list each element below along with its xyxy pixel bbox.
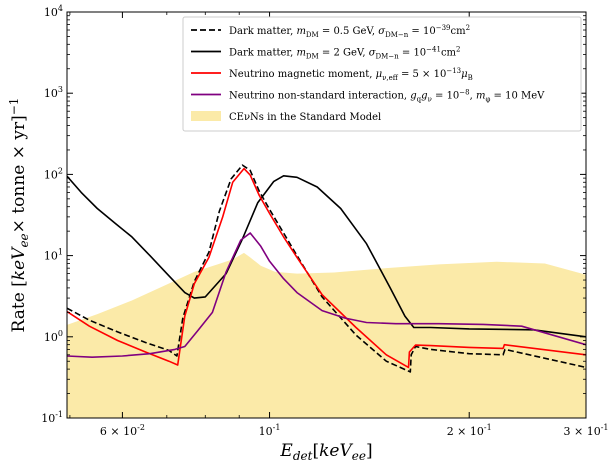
y-axis-label: Rate [keVee× tonne × yr]−1 (7, 98, 31, 333)
series-line-0 (67, 164, 586, 373)
legend: Dark matter, mDM = 0.5 GeV, σDM−n = 10−3… (182, 16, 582, 132)
legend-label: Dark matter, mDM = 2 GeV, σDM−n = 10−41c… (229, 46, 461, 61)
x-axis-label: Edet[keVee] (279, 441, 372, 463)
plot-area (67, 164, 586, 418)
series-line-1 (67, 175, 586, 338)
x-tick-label: 6 × 10-2 (100, 423, 145, 438)
axes: 10-1 100 101 102 103 104 6 × 10-2 10-1 2 × 10-1 3… (41, 4, 608, 438)
legend-label: Dark matter, mDM = 0.5 GeV, σDM−n = 10−3… (229, 24, 470, 39)
y-tick-label: 100 (44, 329, 63, 344)
y-tick-label: 101 (44, 248, 63, 263)
series-line-3 (67, 232, 586, 358)
legend-box (182, 16, 582, 132)
series-cevns-band (67, 252, 586, 418)
legend-swatch (191, 111, 221, 121)
y-tick-label: 103 (44, 85, 63, 100)
plot-frame (66, 11, 587, 419)
x-tick-label: 3 × 10-1 (563, 423, 608, 438)
legend-label: CEνNs in the Standard Model (229, 112, 381, 123)
legend-label: Neutrino non-standard interaction, gqgν … (229, 89, 545, 104)
series-line-2 (67, 167, 586, 369)
legend-label: Neutrino magnetic moment, μν,eff = 5 × 1… (229, 67, 473, 82)
x-tick-label: 10-1 (259, 423, 281, 438)
y-tick-label: 104 (44, 4, 63, 19)
y-tick-label: 102 (44, 166, 63, 181)
x-tick-label: 2 × 10-1 (447, 423, 492, 438)
y-tick-label: 10-1 (41, 410, 63, 425)
